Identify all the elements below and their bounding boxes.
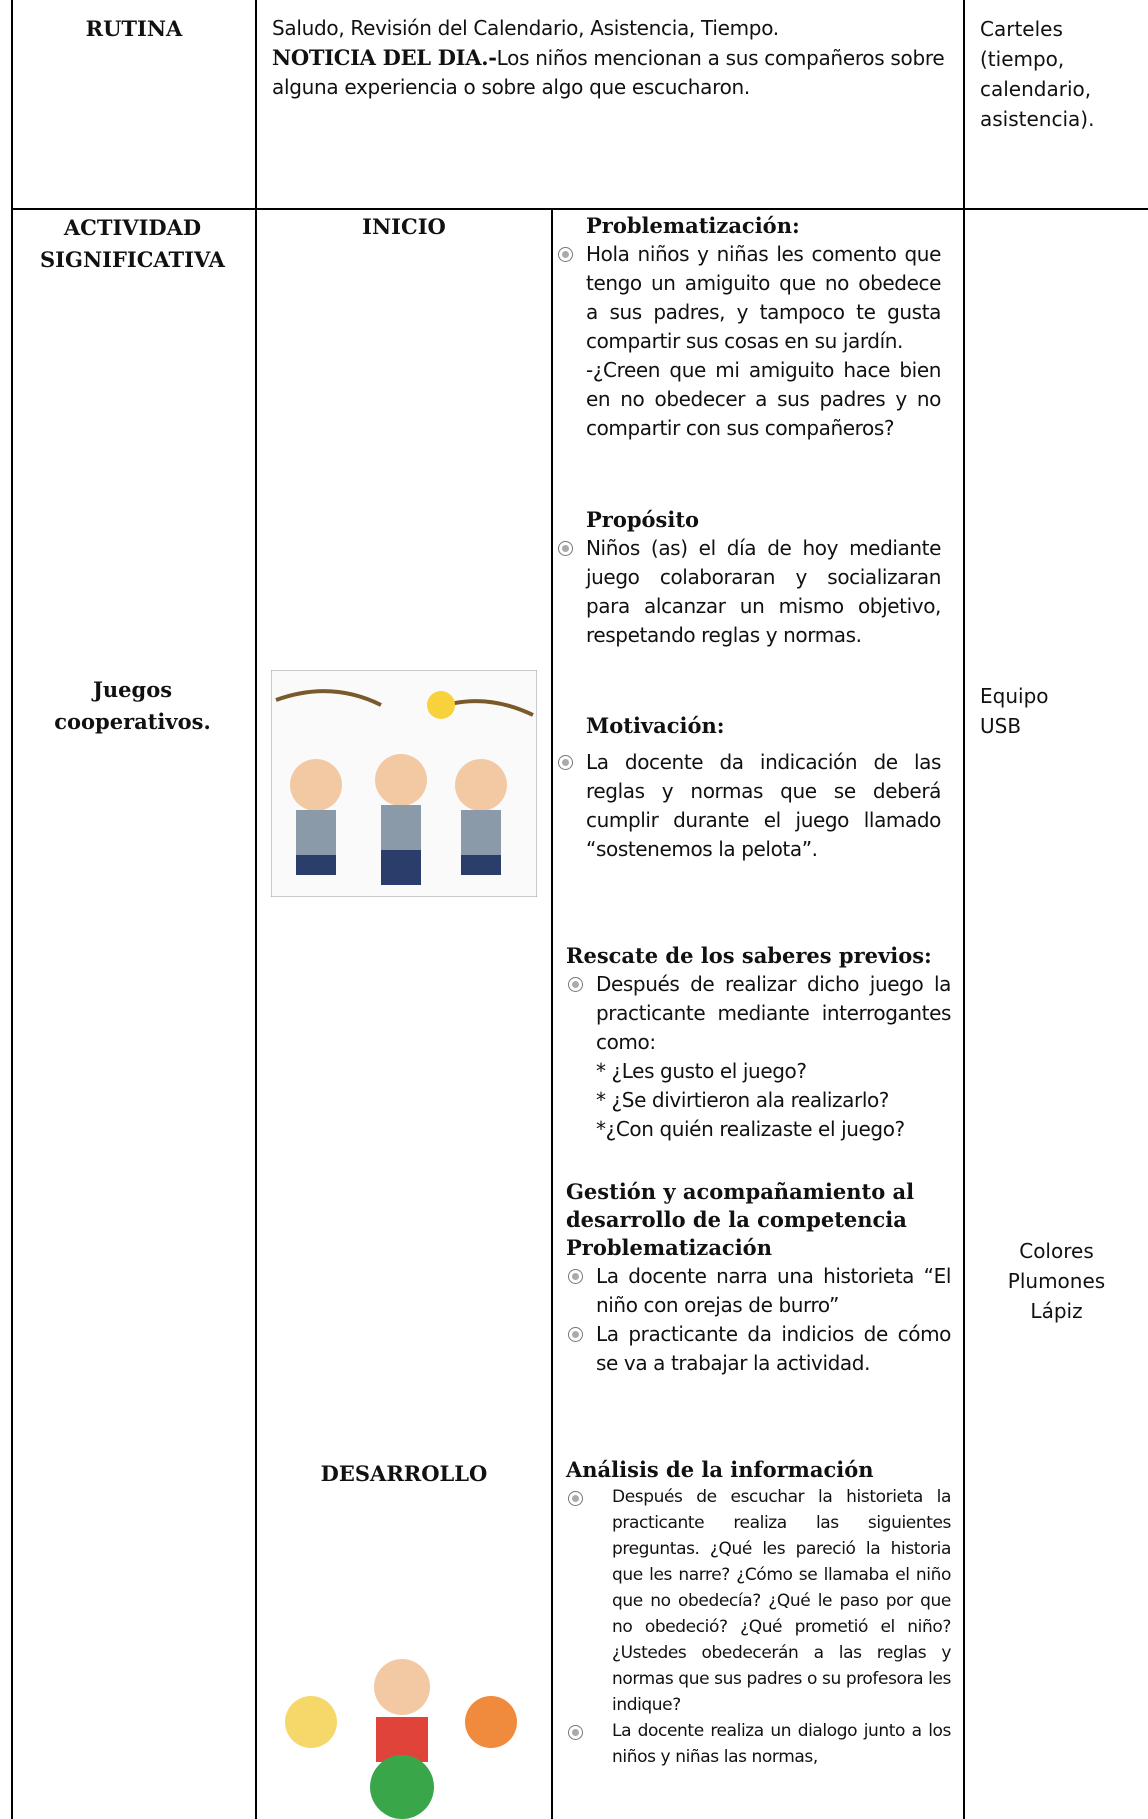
- material-item: Plumones: [1007, 1269, 1106, 1293]
- bullet-item: La docente narra una historieta “El niño…: [566, 1262, 951, 1320]
- section: Problematización: Hola niños y niñas les …: [556, 212, 941, 443]
- bullet-item: La docente realiza un dialogo junto a lo…: [566, 1718, 951, 1770]
- paragraph: Hola niños y niñas les comento que tengo…: [586, 242, 941, 353]
- bullet-item: Hola niños y niñas les comento que tengo…: [556, 240, 941, 443]
- paragraph: Niños (as) el día de hoy mediante juego …: [586, 536, 941, 647]
- materials: Equipo USB: [980, 681, 1049, 741]
- section-title: Propósito: [586, 507, 700, 532]
- section-title: Gestión y acompañamiento al desarrollo d…: [566, 1179, 915, 1232]
- bullet-item: La practicante da indicios de cómo se va…: [566, 1320, 951, 1378]
- paragraph: * ¿Se divirtieron ala realizarlo?: [596, 1088, 890, 1112]
- illustration-children: [271, 670, 537, 897]
- section: Rescate de los saberes previos: Después d…: [566, 942, 951, 1144]
- bullet-item: Después de realizar dicho juego la pract…: [566, 970, 951, 1144]
- border: [11, 208, 1148, 210]
- illustration-children-playing: [285, 1659, 517, 1819]
- bullet-icon: [558, 247, 573, 262]
- activity-label: ACTIVIDAD SIGNIFICATIVA: [40, 215, 225, 272]
- border: [963, 0, 965, 1819]
- section-title: Rescate de los saberes previos:: [566, 943, 932, 968]
- material-item: Equipo: [980, 684, 1049, 708]
- bullet-icon: [568, 1327, 583, 1342]
- bullet-item: La docente da indicación de las reglas y…: [556, 748, 941, 864]
- bullet-item: Después de escuchar la historieta la pra…: [566, 1484, 951, 1718]
- paragraph: La docente realiza un dialogo junto a lo…: [612, 1721, 951, 1767]
- bullet-icon: [568, 1725, 583, 1740]
- paragraph: La docente da indicación de las reglas y…: [586, 750, 941, 861]
- paragraph: La docente narra una historieta “El niño…: [596, 1264, 951, 1317]
- border: [11, 0, 13, 1819]
- materials: Colores Plumones Lápiz: [965, 1236, 1148, 1326]
- bullet-item: Niños (as) el día de hoy mediante juego …: [556, 534, 941, 650]
- paragraph: -¿Creen que mi amiguito hace bien en no …: [586, 358, 941, 440]
- routine-text: Saludo, Revisión del Calendario, Asisten…: [272, 14, 952, 102]
- section-title: Análisis de la información: [566, 1457, 874, 1482]
- material-item: USB: [980, 714, 1022, 738]
- section-title: Motivación:: [586, 713, 725, 738]
- material-item: Colores: [1019, 1239, 1094, 1263]
- section: Motivación: La docente da indicación de l…: [556, 712, 941, 864]
- bullet-icon: [558, 541, 573, 556]
- border: [551, 209, 553, 1819]
- section-title: Problematización:: [586, 213, 800, 238]
- paragraph: Después de escuchar la historieta la pra…: [612, 1487, 951, 1715]
- material-item: Lápiz: [1030, 1299, 1083, 1323]
- activity-name: Juegos cooperativos.: [54, 677, 211, 734]
- section: Análisis de la información Después de esc…: [566, 1456, 951, 1770]
- border: [255, 0, 257, 1819]
- notice-text: Los niños mencionan a sus compañeros sob…: [272, 46, 945, 99]
- paragraph: Después de realizar dicho juego la pract…: [596, 972, 951, 1054]
- section: Gestión y acompañamiento al desarrollo d…: [566, 1178, 951, 1378]
- phase: DESARROLLO: [320, 1461, 488, 1486]
- section: Propósito Niños (as) el día de hoy median…: [556, 506, 941, 650]
- paragraph: *¿Con quién realizaste el juego?: [596, 1117, 905, 1141]
- bullet-icon: [568, 1491, 583, 1506]
- section-subtitle: Problematización: [566, 1235, 772, 1260]
- routine-materials: Carteles (tiempo, calendario, asistencia…: [980, 17, 1095, 131]
- bullet-icon: [558, 755, 573, 770]
- notice: NOTICIA DEL DIA.-Los niños mencionan a s…: [272, 43, 952, 102]
- notice-title: NOTICIA DEL DIA.-: [272, 45, 497, 70]
- routine-line: Saludo, Revisión del Calendario, Asisten…: [272, 16, 779, 40]
- bullet-icon: [568, 977, 583, 992]
- paragraph: La practicante da indicios de cómo se va…: [596, 1322, 951, 1375]
- bullet-icon: [568, 1269, 583, 1284]
- routine-label: RUTINA: [85, 16, 183, 41]
- paragraph: * ¿Les gusto el juego?: [596, 1059, 807, 1083]
- phase: INICIO: [362, 214, 446, 239]
